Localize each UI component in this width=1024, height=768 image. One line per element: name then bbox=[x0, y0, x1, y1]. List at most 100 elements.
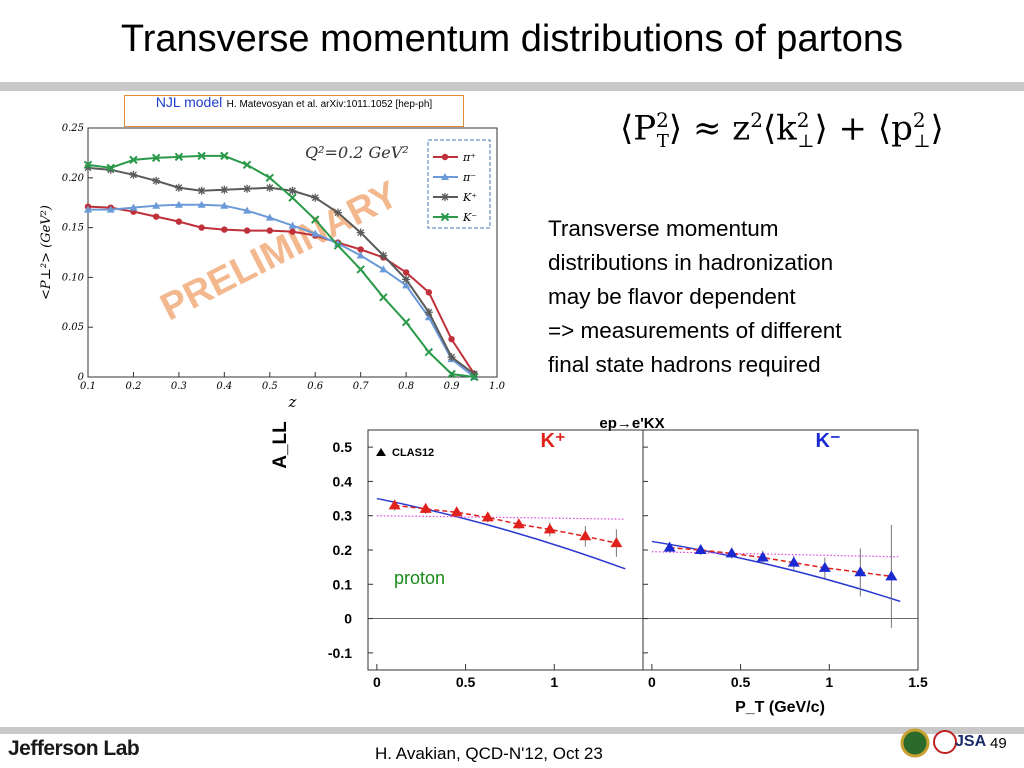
x-tick-label: 0.5 bbox=[262, 381, 278, 392]
njl-model-label: NJL model bbox=[155, 94, 223, 110]
data-point bbox=[106, 163, 115, 173]
data-point bbox=[333, 208, 342, 217]
bullet-line: => measurements of different bbox=[548, 318, 842, 343]
x-tick-label: 1 bbox=[550, 674, 558, 690]
data-point bbox=[379, 265, 388, 273]
data-point bbox=[197, 200, 206, 208]
y-tick-label: 0.20 bbox=[62, 173, 85, 184]
data-point bbox=[197, 151, 206, 161]
data-point bbox=[129, 170, 138, 179]
proton-label: proton bbox=[394, 568, 446, 588]
x-tick-label: 1 bbox=[825, 674, 833, 690]
seal-logo-icon bbox=[933, 730, 957, 754]
data-point bbox=[174, 183, 183, 192]
data-point bbox=[311, 215, 320, 224]
data-point bbox=[106, 205, 115, 213]
data-point bbox=[243, 184, 252, 193]
x-tick-label: 0.5 bbox=[456, 674, 476, 690]
panel-label: K⁻ bbox=[816, 430, 841, 452]
data-point bbox=[401, 318, 411, 327]
x-tick-label: 1.5 bbox=[908, 674, 928, 690]
formula: ⟨P2T⟩ ≈ z2⟨k2⊥⟩ + ⟨p2⊥⟩ bbox=[620, 108, 944, 153]
data-point bbox=[441, 173, 449, 180]
data-point bbox=[388, 499, 401, 510]
data-point bbox=[424, 347, 434, 357]
y-axis-label: A_LL bbox=[270, 421, 291, 469]
institute-logo-icon bbox=[900, 728, 930, 758]
njl-reference: H. Matevosyan et al. arXiv:1011.1052 [he… bbox=[226, 99, 433, 110]
page-title: Transverse momentum distributions of par… bbox=[120, 18, 904, 60]
legend-label: π⁻ bbox=[462, 171, 476, 184]
data-point bbox=[356, 251, 365, 259]
chart-title: ep→e'KX bbox=[599, 415, 664, 432]
legend-label: K⁻ bbox=[462, 211, 477, 224]
page-number: 49 bbox=[990, 735, 1007, 752]
data-point bbox=[402, 275, 411, 284]
x-tick-label: 0.6 bbox=[307, 381, 324, 392]
x-tick-label: 0 bbox=[648, 674, 656, 690]
data-point bbox=[152, 201, 161, 209]
bullet-line: final state hadrons required bbox=[548, 352, 821, 377]
series-line bbox=[87, 154, 475, 378]
y-tick-label: 0.1 bbox=[333, 576, 353, 592]
x-axis-label: P_T (GeV/c) bbox=[735, 699, 825, 716]
data-point bbox=[470, 370, 479, 379]
data-point bbox=[450, 506, 463, 517]
data-point bbox=[220, 201, 229, 209]
reference-line bbox=[651, 551, 901, 558]
y-tick-label: 0 bbox=[78, 372, 85, 383]
data-point bbox=[481, 511, 494, 522]
fit-line bbox=[394, 504, 617, 544]
data-point bbox=[311, 193, 320, 202]
y-tick-label: 0.25 bbox=[62, 123, 84, 134]
data-point bbox=[129, 155, 138, 165]
data-point bbox=[106, 165, 115, 174]
data-point bbox=[84, 205, 92, 213]
y-tick-label: 0 bbox=[344, 611, 352, 627]
data-point bbox=[175, 218, 183, 225]
data-point bbox=[424, 313, 433, 321]
y-tick-label: 0.15 bbox=[62, 223, 84, 234]
x-tick-label: 0.2 bbox=[125, 381, 141, 392]
data-point bbox=[663, 541, 676, 552]
x-tick-label: 0.7 bbox=[353, 381, 370, 392]
data-point bbox=[152, 176, 161, 185]
legend-marker bbox=[376, 448, 386, 456]
data-point bbox=[579, 530, 592, 541]
series-line bbox=[88, 203, 475, 378]
data-point bbox=[174, 152, 184, 162]
data-point bbox=[243, 227, 251, 234]
data-point bbox=[610, 537, 623, 548]
data-point bbox=[242, 160, 252, 170]
data-point bbox=[174, 200, 183, 208]
data-point bbox=[220, 151, 229, 161]
y-tick-label: -0.1 bbox=[328, 645, 352, 661]
legend-label: CLAS12 bbox=[392, 447, 434, 459]
bullet-line: Transverse momentum bbox=[548, 216, 779, 241]
y-axis-label: <P⊥²> (GeV²) bbox=[39, 205, 54, 300]
data-point bbox=[243, 206, 252, 214]
data-point bbox=[419, 502, 432, 513]
x-tick-label: 1.0 bbox=[489, 381, 506, 392]
bullet-line: may be flavor dependent bbox=[548, 284, 796, 309]
series-line bbox=[87, 166, 475, 375]
plot-frame bbox=[87, 127, 498, 378]
fit-line bbox=[669, 546, 892, 578]
data-point bbox=[265, 173, 274, 183]
data-point bbox=[356, 265, 365, 274]
data-point bbox=[470, 372, 479, 382]
data-point bbox=[83, 160, 93, 170]
data-point bbox=[356, 228, 365, 237]
footer-text: H. Avakian, QCD-N'12, Oct 23 bbox=[375, 744, 603, 763]
data-point bbox=[885, 570, 898, 581]
chart-annotation: Q²=0.2 GeV² bbox=[305, 143, 409, 162]
data-point bbox=[357, 246, 364, 253]
data-point bbox=[265, 183, 274, 192]
y-tick-label: 0.05 bbox=[62, 322, 84, 333]
data-point bbox=[220, 185, 229, 194]
y-tick-label: 0.10 bbox=[62, 272, 85, 283]
legend-label: π⁺ bbox=[462, 151, 476, 164]
